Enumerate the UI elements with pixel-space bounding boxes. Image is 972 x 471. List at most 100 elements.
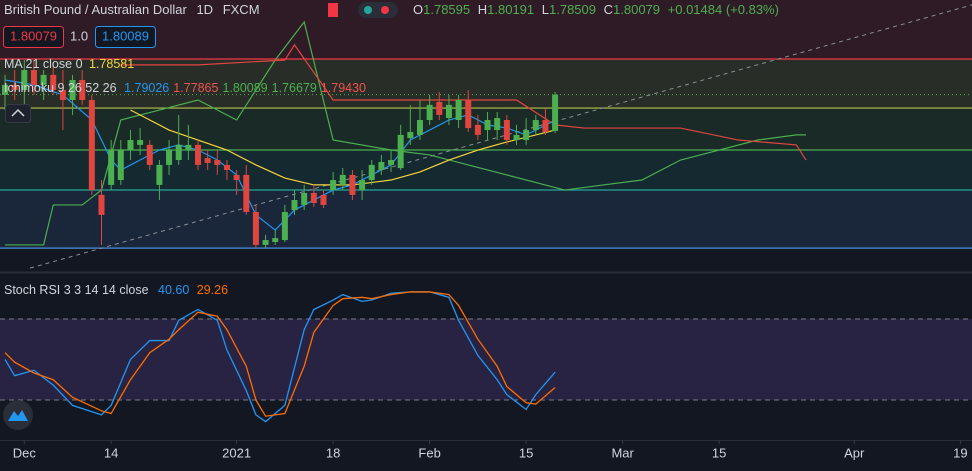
stoch-label: Stoch RSI 3 3 14 14 close: [4, 283, 149, 297]
candle-body: [503, 120, 510, 141]
candle-body: [214, 160, 221, 165]
candle-body: [204, 158, 211, 163]
x-tick-label: 14: [104, 445, 118, 460]
candle-body: [368, 164, 375, 181]
candle-body: [426, 104, 433, 121]
candle-body: [301, 192, 308, 205]
candle-body: [339, 174, 346, 185]
indicator-line: [120, 43, 807, 161]
candle-body: [50, 74, 57, 91]
candle-body: [455, 100, 462, 121]
candle-body: [474, 124, 481, 135]
ma-value: 1.78581: [89, 57, 134, 71]
ma-label: MA 21 close 0: [4, 57, 83, 71]
ichimoku-value: 1.80089: [222, 81, 267, 95]
ichimoku-legend: Ichimoku 9 26 52 26 1.79026 1.77865 1.8008…: [4, 81, 366, 95]
candle-body: [1, 84, 8, 95]
candle-body: [156, 164, 163, 185]
x-tick-label: Apr: [844, 445, 865, 460]
candle-body: [272, 238, 279, 242]
candle-body: [195, 144, 202, 165]
candle-body: [69, 80, 76, 101]
price-tag-text: 1.80079: [10, 28, 57, 43]
candle-body: [243, 174, 250, 212]
candle-body: [397, 134, 404, 169]
candle-body: [281, 211, 288, 241]
ohlc: O1.78595 H1.80191 L1.78509 C1.80079 +0.0…: [413, 2, 779, 17]
interval[interactable]: 1D: [196, 2, 213, 17]
candle-body: [388, 160, 395, 165]
x-tick-label: 15: [712, 445, 726, 460]
stoch-d-value: 29.26: [197, 283, 228, 297]
candle-body: [359, 180, 366, 191]
ohlc-label: O: [413, 2, 423, 17]
x-tick-label: 15: [519, 445, 533, 460]
candle-body: [445, 104, 452, 119]
candle-body: [494, 118, 501, 131]
status-dot: [381, 6, 389, 14]
candle-body: [523, 130, 530, 141]
ichimoku-label: Ichimoku 9 26 52 26: [4, 81, 117, 95]
candle-body: [233, 174, 240, 181]
ma-legend: MA 21 close 0 1.78581: [4, 57, 134, 71]
ichimoku-value: 1.79430: [321, 81, 366, 95]
ohlc-label: H: [478, 2, 487, 17]
price-tag[interactable]: [95, 26, 156, 48]
candle-body: [542, 120, 549, 132]
x-tick-label: Mar: [611, 445, 634, 460]
x-tick-label: Feb: [418, 445, 440, 460]
x-tick-label: 19: [953, 445, 967, 460]
flag-icon[interactable]: [328, 3, 338, 17]
header: British Pound / Australian Dollar 1D FXC…: [4, 2, 260, 17]
price-tag[interactable]: [3, 26, 64, 48]
caret-icon: [11, 108, 25, 117]
candle-body: [532, 120, 539, 131]
ohlc-label: L: [542, 2, 549, 17]
ohlc-label: C: [604, 2, 613, 17]
candle-body: [407, 131, 414, 139]
candle-body: [349, 174, 356, 195]
candle-body: [127, 140, 134, 151]
x-tick-label: 18: [326, 445, 340, 460]
candle-body: [146, 144, 153, 165]
x-tick-label: 2021: [222, 445, 251, 460]
candle-body: [117, 150, 124, 181]
candle-body: [291, 200, 298, 211]
candle-body: [513, 134, 520, 141]
stoch-line: [4, 291, 556, 417]
candle-body: [320, 194, 327, 205]
candle-body: [484, 120, 491, 131]
plot-area: [0, 0, 972, 423]
candle-body: [378, 161, 385, 171]
candle-body: [166, 150, 173, 165]
candle-body: [262, 240, 269, 245]
candle-body: [108, 150, 115, 185]
level-zone: [0, 190, 972, 249]
high-value: 1.80191: [487, 2, 534, 17]
tag-mid: 1.0: [70, 28, 88, 43]
candle-body: [98, 194, 105, 215]
stoch-k-value: 40.60: [158, 283, 189, 297]
logo[interactable]: [3, 400, 33, 430]
candle-body: [88, 100, 95, 191]
close-value: 1.80079: [613, 2, 660, 17]
exchange: FXCM: [223, 2, 260, 17]
symbol: British Pound / Australian Dollar: [4, 2, 187, 17]
x-tick-label: Dec: [13, 445, 37, 460]
trend-line: [29, 4, 972, 269]
stoch-line: [4, 291, 556, 423]
indicator-line: [4, 20, 807, 246]
price-tag-text: 1.80089: [102, 28, 149, 43]
candle-body: [252, 211, 259, 245]
collapse-button[interactable]: [5, 104, 31, 123]
open-value: 1.78595: [423, 2, 470, 17]
candle-body: [552, 94, 559, 131]
level-zone: [0, 0, 972, 60]
logo-icon: [8, 410, 28, 421]
candle-body: [79, 80, 86, 101]
candle-body: [59, 90, 66, 101]
band-zone: [0, 318, 972, 401]
